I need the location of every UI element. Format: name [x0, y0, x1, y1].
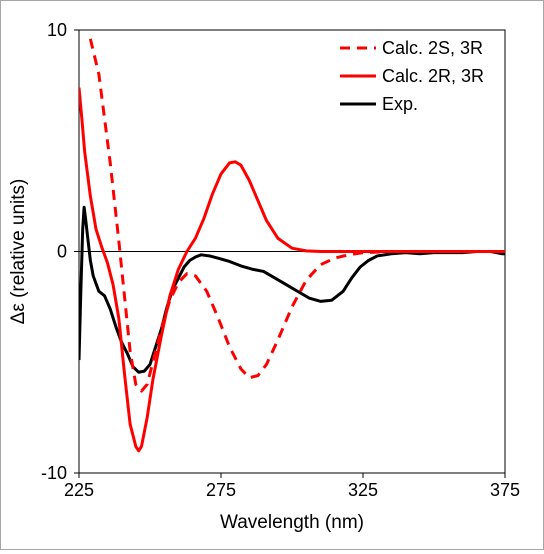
series-layer: [79, 38, 505, 453]
y-axis-label: Δε (relative units): [8, 179, 29, 325]
series-line-1: [79, 87, 505, 453]
legend-label-0: Calc. 2S, 3R: [382, 38, 483, 58]
legend-label-1: Calc. 2R, 3R: [382, 66, 484, 86]
legend: Calc. 2S, 3R Calc. 2R, 3R Exp.: [340, 38, 484, 114]
series-line-0: [88, 38, 505, 393]
series-line-2: [79, 205, 505, 374]
x-tick-label: 375: [490, 480, 520, 500]
y-tick-label: 10: [47, 20, 67, 40]
legend-label-2: Exp.: [382, 94, 418, 114]
axes: 225 275 325 375 10 0 -10: [41, 20, 520, 500]
x-tick-label: 325: [348, 480, 378, 500]
y-tick-label: 0: [57, 242, 67, 262]
y-tick-label: -10: [41, 463, 67, 483]
x-tick-label: 275: [206, 480, 236, 500]
x-axis-label: Wavelength (nm): [220, 512, 364, 533]
x-tick-label: 225: [64, 480, 94, 500]
